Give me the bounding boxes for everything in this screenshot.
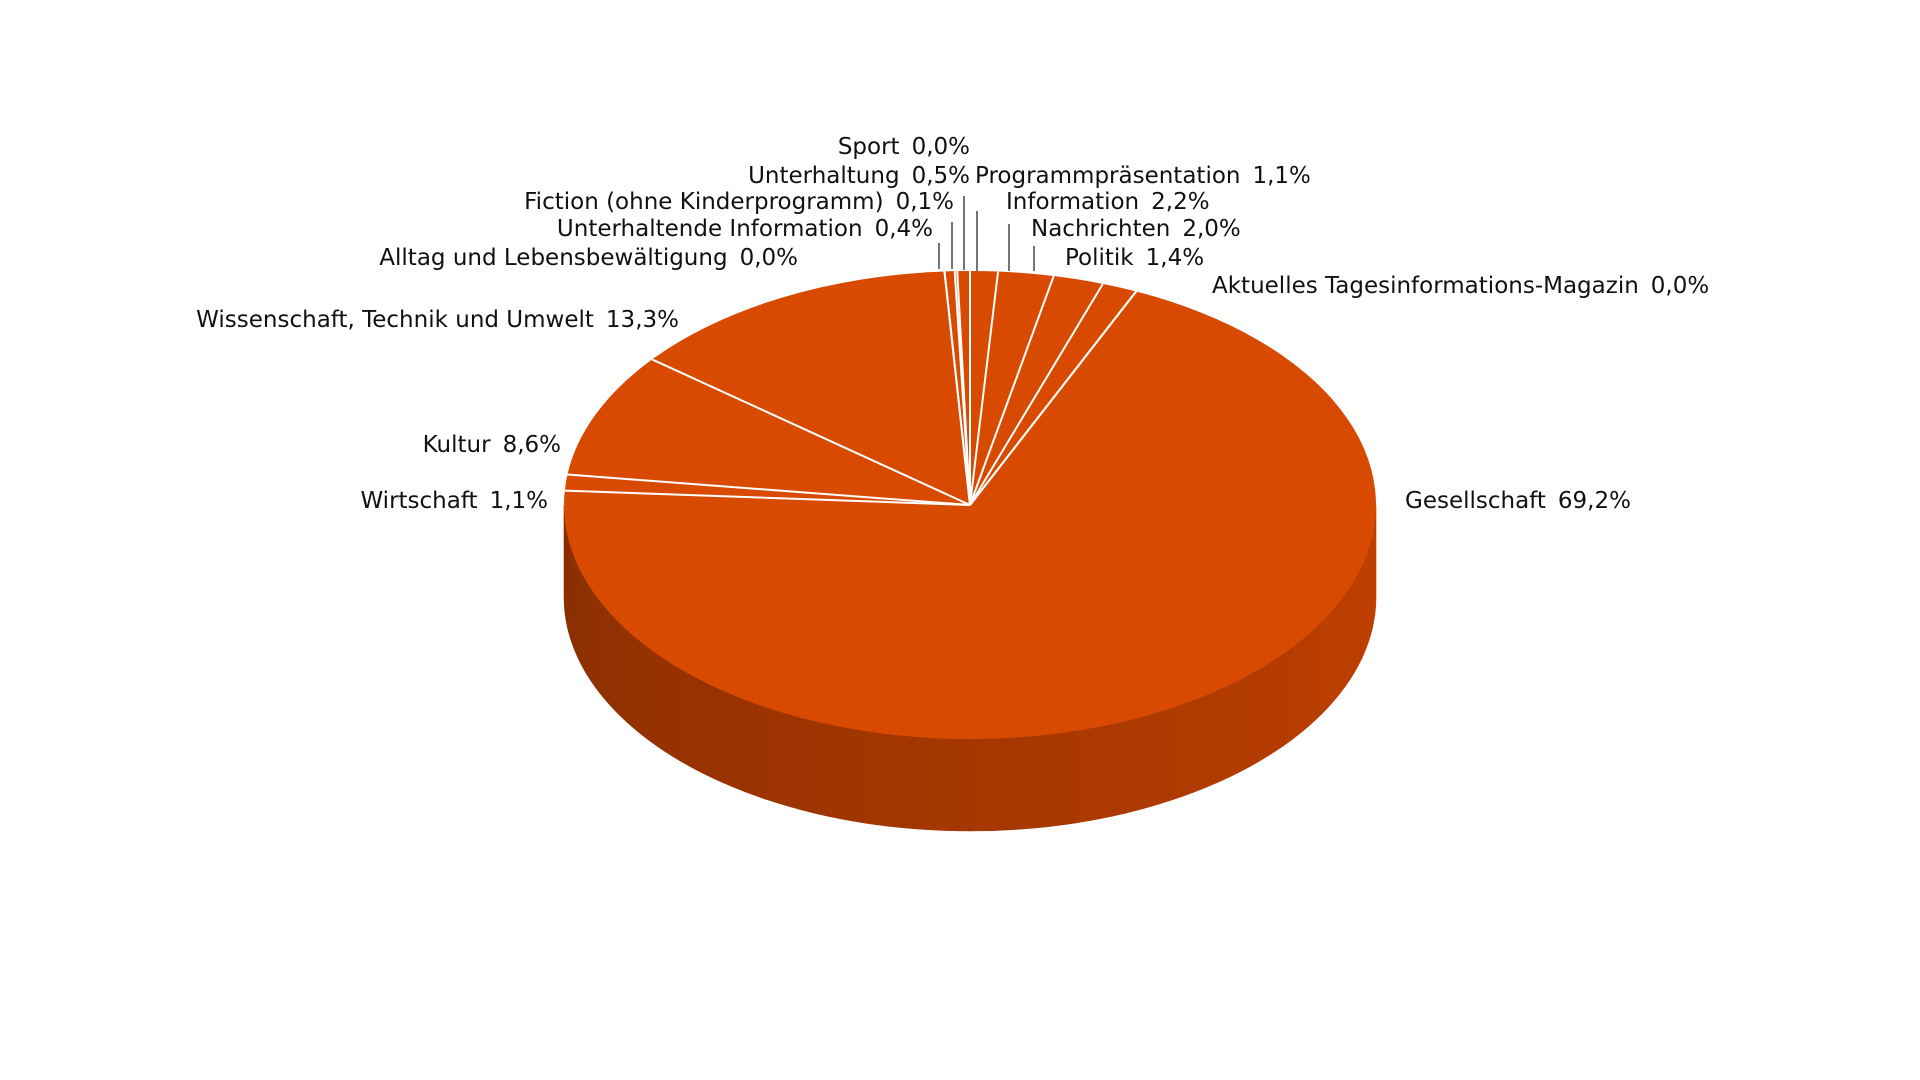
slice-label: Alltag und Lebensbewältigung 0,0%: [379, 245, 798, 271]
slice-label-name: Sport: [838, 134, 900, 160]
slice-label-value: 2,2%: [1151, 189, 1209, 215]
pie-side-segment: [1074, 720, 1126, 824]
slice-label: Sport 0,0%: [838, 134, 970, 160]
pie-side-segment: [916, 736, 971, 832]
slice-label: Unterhaltende Information 0,4%: [557, 216, 933, 242]
pie-side-segment: [1125, 707, 1174, 814]
pie-slice-7: [567, 359, 970, 505]
slice-separator: [969, 283, 1104, 506]
slice-label-value: 13,3%: [606, 307, 679, 333]
pie-side-segment: [766, 707, 815, 814]
slice-label-value: 0,1%: [896, 189, 954, 215]
slice-label-name: Programmpräsentation: [975, 163, 1240, 189]
slice-separator: [943, 271, 971, 506]
slice-label-value: 2,0%: [1182, 216, 1240, 242]
slice-label-value: 69,2%: [1558, 488, 1631, 514]
pie-slice-2: [970, 276, 1103, 505]
slice-label: Gesellschaft 69,2%: [1405, 488, 1631, 514]
slice-separator: [564, 489, 971, 506]
slice-label-name: Unterhaltung: [748, 163, 899, 189]
slice-separator: [651, 358, 971, 506]
pie-side-segment: [814, 720, 866, 824]
slice-label-name: Aktuelles Tagesinformations-Magazin: [1212, 273, 1639, 299]
slice-label: Aktuelles Tagesinformations-Magazin 0,0%: [1212, 273, 1709, 299]
slice-label-value: 0,0%: [740, 245, 798, 271]
slice-label-name: Nachrichten: [1031, 216, 1170, 242]
slice-label-value: 0,0%: [1651, 273, 1709, 299]
pie-side-segment: [969, 736, 1024, 832]
pie-slice-5: [564, 291, 1376, 739]
slice-label-name: Wirtschaft: [360, 488, 477, 514]
pie-side-segment: [864, 730, 918, 830]
pie-side-segment: [1172, 690, 1218, 801]
slice-label-name: Alltag und Lebensbewältigung: [379, 245, 727, 271]
pie-side-segment: [722, 690, 768, 801]
pie-side-segment: [1022, 730, 1076, 830]
slice-label-value: 0,0%: [912, 134, 970, 160]
slice-label: Politik 1,4%: [1065, 245, 1204, 271]
slice-label: Nachrichten 2,0%: [1031, 216, 1241, 242]
slice-label-name: Kultur: [423, 432, 491, 458]
slice-separator: [969, 290, 1137, 506]
pie-slice-3: [970, 283, 1137, 505]
slice-label-name: Politik: [1065, 245, 1134, 271]
slice-label: Programmpräsentation 1,1%: [975, 163, 1311, 189]
slice-label-name: Gesellschaft: [1405, 488, 1546, 514]
slice-separator: [969, 271, 1000, 506]
slice-label-value: 0,4%: [875, 216, 933, 242]
slice-label-value: 1,1%: [1252, 163, 1310, 189]
slice-label: Kultur 8,6%: [423, 432, 561, 458]
slice-label-value: 1,4%: [1146, 245, 1204, 271]
pie-side-wall: [563, 504, 1377, 832]
slice-label: Information 2,2%: [1006, 189, 1210, 215]
slice-label-name: Wissenschaft, Technik und Umwelt: [196, 307, 594, 333]
slice-label-name: Unterhaltende Information: [557, 216, 863, 242]
pie-slice-8: [652, 271, 970, 505]
slice-label: Wissenschaft, Technik und Umwelt 13,3%: [196, 307, 679, 333]
slice-label-name: Information: [1006, 189, 1139, 215]
slice-separator: [567, 473, 971, 506]
slice-label-value: 0,5%: [912, 163, 970, 189]
slice-label: Fiction (ohne Kinderprogramm) 0,1%: [524, 189, 954, 215]
slice-label-name: Fiction (ohne Kinderprogramm): [524, 189, 883, 215]
slice-separator: [956, 271, 971, 506]
slice-label-value: 1,1%: [490, 488, 548, 514]
slice-separator: [969, 275, 1055, 506]
slice-label: Wirtschaft 1,1%: [360, 488, 548, 514]
slice-label-value: 8,6%: [503, 432, 561, 458]
slice-label: Unterhaltung 0,5%: [748, 163, 970, 189]
